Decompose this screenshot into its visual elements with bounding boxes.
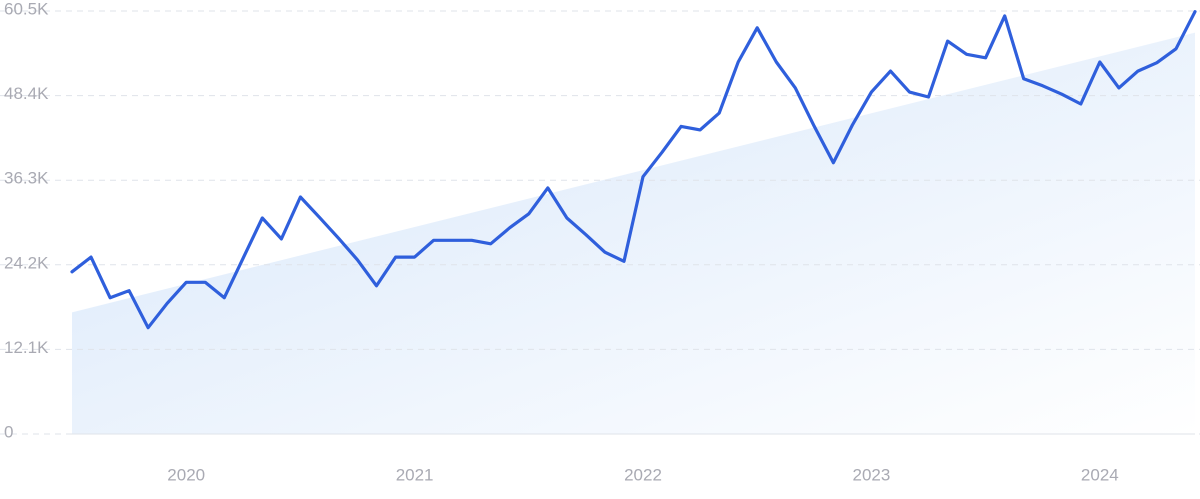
y-tick-label: 60.5K — [4, 0, 49, 18]
y-tick-label: 48.4K — [4, 84, 49, 103]
data-line — [70, 10, 1197, 330]
y-tick-label: 24.2K — [4, 253, 49, 272]
trend-area — [72, 32, 1195, 435]
x-tick-label: 2020 — [167, 465, 205, 484]
y-tick-label: 0 — [4, 422, 13, 441]
x-tick-label: 2022 — [624, 465, 662, 484]
x-tick-label: 2023 — [853, 465, 891, 484]
x-tick-label: 2021 — [396, 465, 434, 484]
x-tick-label: 2024 — [1081, 465, 1119, 484]
y-tick-label: 36.3K — [4, 169, 49, 188]
y-tick-label: 12.1K — [4, 338, 49, 357]
